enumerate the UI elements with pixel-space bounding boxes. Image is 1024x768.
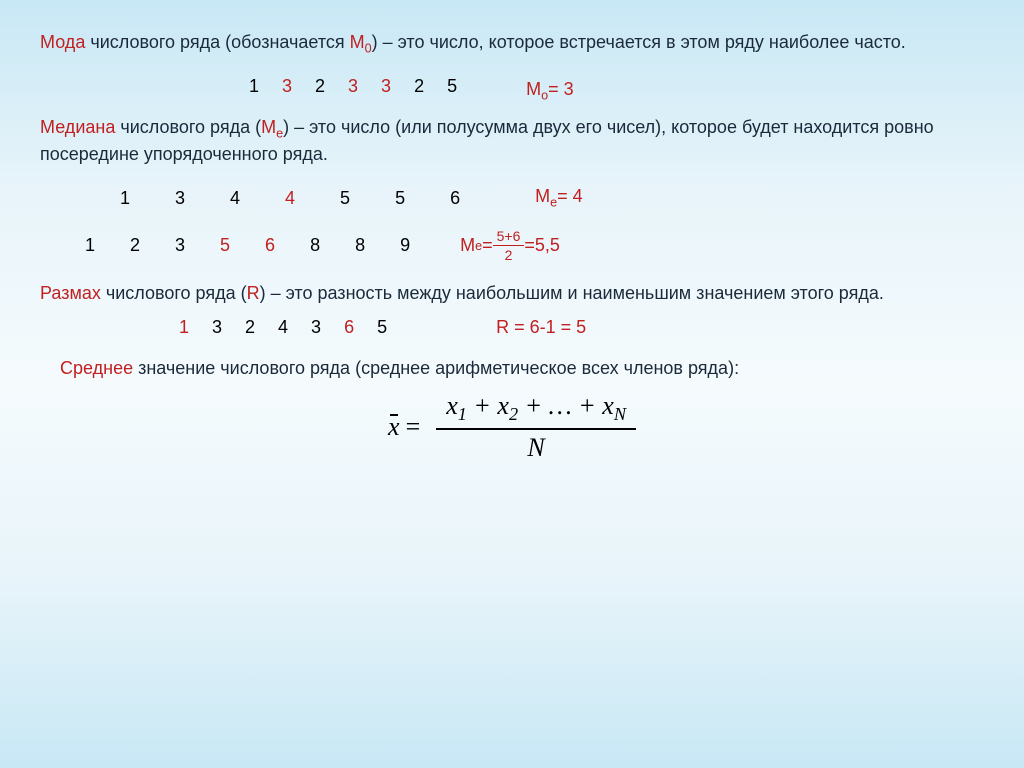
razmah-row-flex: 1 3 2 4 3 6 5 R = 6-1 = 5 xyxy=(40,317,984,338)
mean-formula: x = x1 + x2 + … + xN N xyxy=(388,391,636,463)
srednee-paragraph: Среднее значение числового ряда (среднее… xyxy=(40,356,984,380)
mediana-symbol: Ме xyxy=(261,117,283,137)
moda-term: Мода xyxy=(40,32,85,52)
mediana-row2-flex: 1 2 3 5 6 8 8 9 Ме= 5+6 2 =5,5 xyxy=(40,228,984,263)
razmah-text2: ) – это разность между наибольшим и наим… xyxy=(260,283,884,303)
moda-num-row: 1 3 2 3 3 2 5 xyxy=(240,76,466,97)
mediana-frac: 5+6 2 xyxy=(493,228,525,263)
razmah-row: 1 3 2 4 3 6 5 xyxy=(170,317,396,338)
formula-numerator: x1 + x2 + … + xN xyxy=(436,391,636,430)
moda-paragraph: Мода числового ряда (обозначается М0) – … xyxy=(40,30,984,58)
moda-result: Мо= 3 xyxy=(526,79,574,103)
mediana-term: Медиана xyxy=(40,117,115,137)
formula-frac: x1 + x2 + … + xN N xyxy=(436,391,636,463)
srednee-text: значение числового ряда (среднее арифмет… xyxy=(133,358,739,378)
mediana-paragraph: Медиана числового ряда (Ме) – это число … xyxy=(40,115,984,167)
razmah-term: Размах xyxy=(40,283,101,303)
moda-text1: числового ряда (обозначается xyxy=(85,32,349,52)
xbar: x xyxy=(388,412,400,442)
mediana-row2: 1 2 3 5 6 8 8 9 xyxy=(70,235,425,256)
mediana-row1-result: Ме= 4 xyxy=(535,186,583,210)
formula-denominator: N xyxy=(527,430,544,463)
razmah-symbol: R xyxy=(247,283,260,303)
moda-text2: ) – это число, которое встречается в это… xyxy=(372,32,906,52)
moda-symbol: М0 xyxy=(350,32,372,52)
srednee-term: Среднее xyxy=(60,358,133,378)
razmah-paragraph: Размах числового ряда (R) – это разность… xyxy=(40,281,984,305)
mediana-text1: числового ряда ( xyxy=(115,117,261,137)
mediana-row1: 1 3 4 4 5 5 6 xyxy=(100,188,480,209)
formula-wrap: x = x1 + x2 + … + xN N xyxy=(40,391,984,463)
razmah-result: R = 6-1 = 5 xyxy=(496,317,586,338)
mediana-row1-flex: 1 3 4 4 5 5 6 Ме= 4 xyxy=(40,186,984,210)
razmah-text1: числового ряда ( xyxy=(101,283,247,303)
mediana-row2-result: Ме= 5+6 2 =5,5 xyxy=(460,228,560,263)
moda-row-flex: 1 3 2 3 3 2 5 Мо= 3 xyxy=(40,68,984,115)
